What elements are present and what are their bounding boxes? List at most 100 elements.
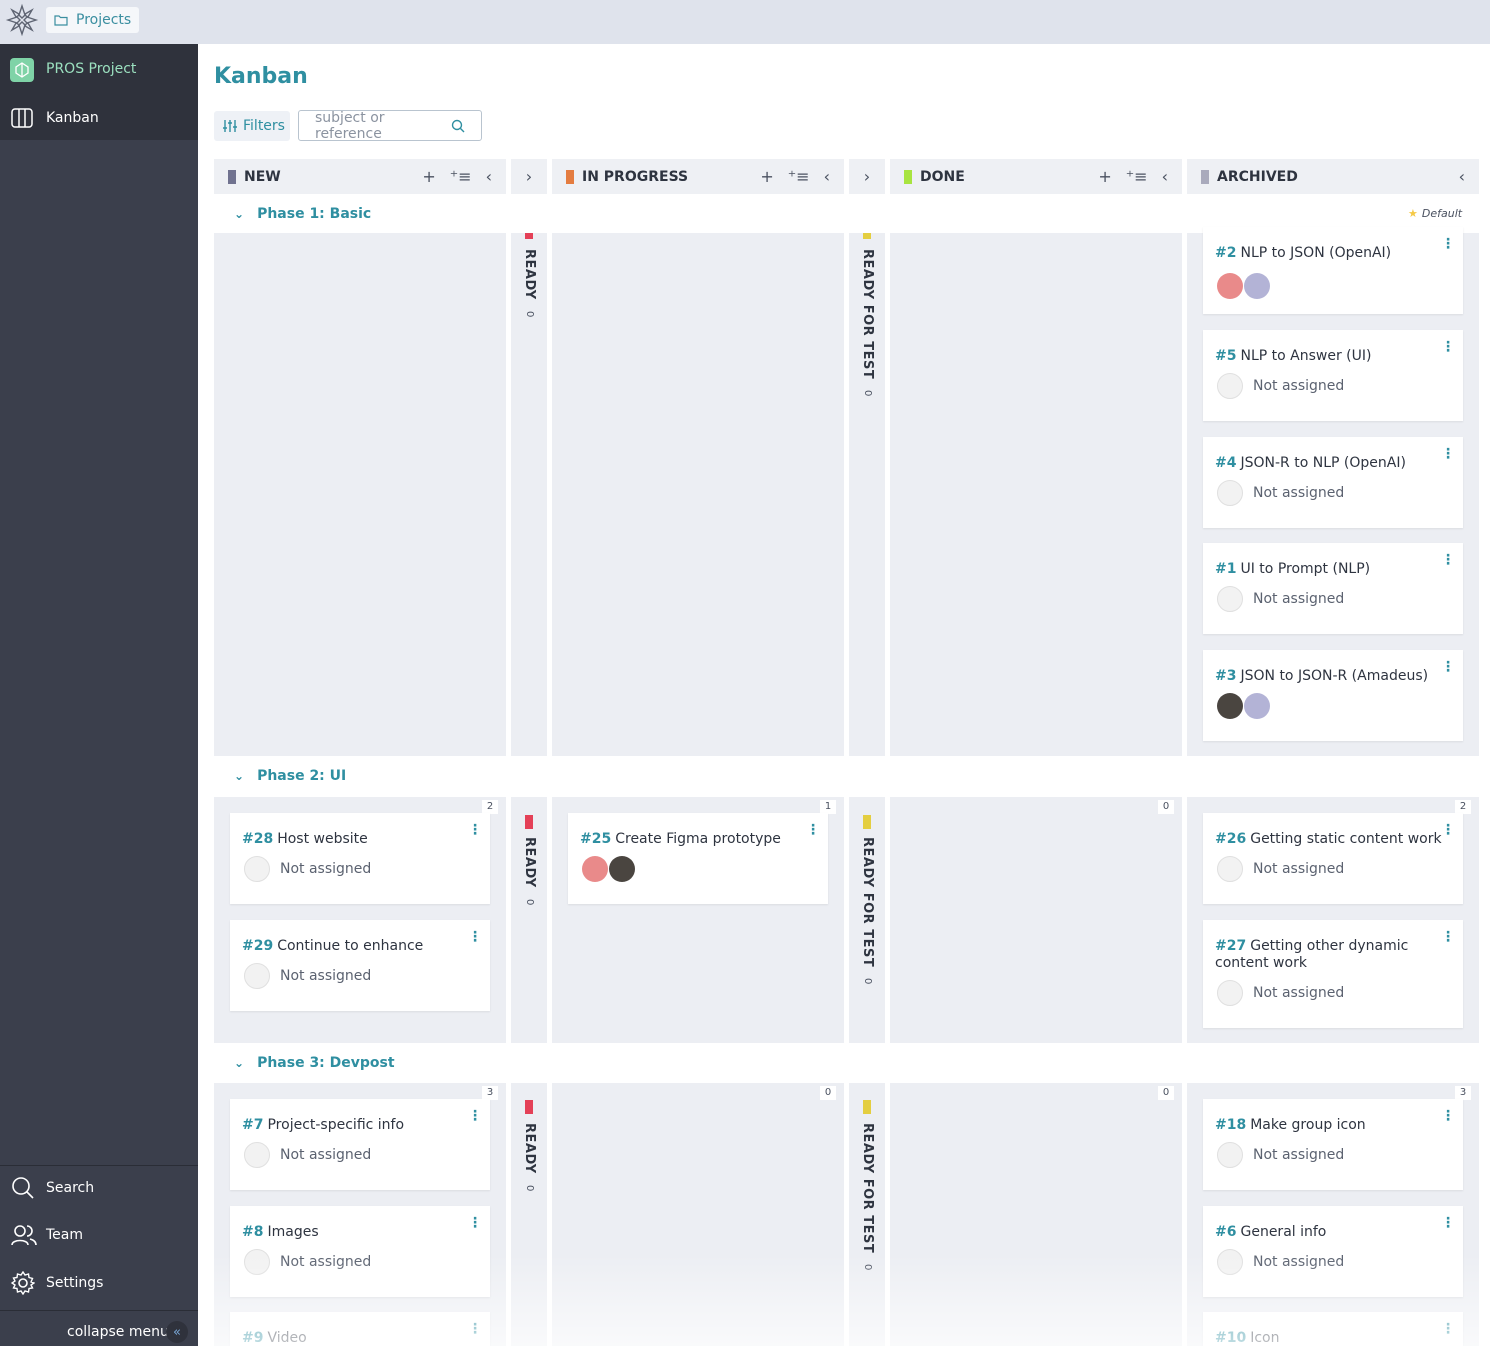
assignee[interactable]: Not assigned	[1217, 1142, 1344, 1168]
task-card[interactable]: #3 JSON to JSON-R (Amadeus) ⋮	[1203, 650, 1463, 741]
task-card[interactable]: #10 Icon ⋮	[1203, 1312, 1463, 1346]
sidebar-item-settings[interactable]: Settings	[0, 1263, 198, 1303]
kebab-menu-icon[interactable]: ⋮	[468, 1215, 482, 1231]
avatar	[1244, 693, 1270, 719]
chevron-down-icon[interactable]: ⌄	[234, 1056, 245, 1070]
card-title: UI to Prompt (NLP)	[1240, 561, 1371, 577]
task-card[interactable]: #27 Getting other dynamic content work ⋮ …	[1203, 920, 1463, 1028]
folded-column-ready[interactable]: READY 0	[511, 1083, 547, 1346]
plus-icon[interactable]: +	[422, 167, 436, 186]
kebab-menu-icon[interactable]: ⋮	[1441, 552, 1455, 568]
double-chevron-left-icon[interactable]: «	[166, 1321, 188, 1343]
kebab-menu-icon[interactable]: ⋮	[1441, 1108, 1455, 1124]
assignee[interactable]: Not assigned	[1217, 586, 1344, 612]
chevron-left-icon[interactable]: ‹	[485, 167, 492, 186]
chevron-left-icon[interactable]: ‹	[823, 167, 830, 186]
sidebar-item-kanban[interactable]: Kanban	[0, 94, 198, 140]
sidebar-project[interactable]: PROS Project	[0, 44, 198, 94]
taiga-logo-icon[interactable]	[5, 3, 39, 37]
folded-column-ready[interactable]: READY 0	[511, 233, 547, 756]
bulk-add-icon[interactable]: ⁺≡	[449, 167, 472, 186]
folded-column-count: 0	[862, 390, 873, 398]
cell-count: 2	[1455, 800, 1471, 814]
chevron-down-icon[interactable]: ⌄	[234, 769, 245, 783]
plus-icon[interactable]: +	[760, 167, 774, 186]
swimlane-title[interactable]: ⌄ Phase 1: Basic	[234, 206, 372, 222]
projects-button[interactable]: Projects	[46, 7, 140, 33]
assignee-avatars[interactable]	[1217, 273, 1271, 299]
sidebar-item-search[interactable]: Search	[0, 1168, 198, 1208]
task-card[interactable]: #1 UI to Prompt (NLP) ⋮ Not assigned	[1203, 543, 1463, 634]
assignee[interactable]: Not assigned	[1217, 373, 1344, 399]
kebab-menu-icon[interactable]: ⋮	[468, 822, 482, 838]
chevron-left-icon[interactable]: ‹	[1161, 167, 1168, 186]
swimlane-title[interactable]: ⌄ Phase 2: UI	[234, 768, 347, 784]
kebab-menu-icon[interactable]: ⋮	[1441, 236, 1455, 252]
assignee-avatars[interactable]	[1217, 693, 1271, 719]
task-card[interactable]: #25 Create Figma prototype ⋮	[568, 813, 828, 904]
assignee[interactable]: Not assigned	[1217, 1249, 1344, 1275]
column-title: IN PROGRESS	[582, 168, 689, 185]
kebab-menu-icon[interactable]: ⋮	[1441, 659, 1455, 675]
card-title: Getting other dynamic content work	[1215, 938, 1409, 971]
task-card[interactable]: #2 NLP to JSON (OpenAI) ⋮	[1203, 227, 1463, 314]
folded-column-ready-for-test[interactable]: READY FOR TEST 0	[849, 1083, 885, 1346]
task-card[interactable]: #7 Project-specific info ⋮ Not assigned	[230, 1099, 490, 1190]
chevron-left-icon[interactable]: ‹	[1458, 167, 1465, 186]
kebab-menu-icon[interactable]: ⋮	[1441, 1321, 1455, 1337]
folded-column-ready[interactable]: READY 0	[511, 797, 547, 1043]
task-card[interactable]: #8 Images ⋮ Not assigned	[230, 1206, 490, 1297]
plus-icon[interactable]: +	[1098, 167, 1112, 186]
task-card[interactable]: #9 Video ⋮	[230, 1312, 490, 1346]
search-icon	[451, 119, 465, 132]
cell-archived: 2 #26 Getting static content work ⋮ Not a…	[1187, 797, 1479, 1043]
folded-column-title: READY FOR TEST	[860, 249, 875, 380]
task-card[interactable]: #4 JSON-R to NLP (OpenAI) ⋮ Not assigned	[1203, 437, 1463, 528]
bulk-add-icon[interactable]: ⁺≡	[787, 167, 810, 186]
card-title: Make group icon	[1250, 1117, 1366, 1133]
card-ref: #25	[580, 831, 612, 847]
swimlane-title[interactable]: ⌄ Phase 3: Devpost	[234, 1055, 395, 1071]
task-card[interactable]: #26 Getting static content work ⋮ Not ass…	[1203, 813, 1463, 904]
bulk-add-icon[interactable]: ⁺≡	[1125, 167, 1148, 186]
card-title: NLP to Answer (UI)	[1240, 348, 1372, 364]
assignee[interactable]: Not assigned	[244, 1142, 371, 1168]
assignee[interactable]: Not assigned	[244, 963, 371, 989]
kebab-menu-icon[interactable]: ⋮	[468, 929, 482, 945]
task-card[interactable]: #28 Host website ⋮ Not assigned	[230, 813, 490, 904]
search-input[interactable]: subject or reference	[298, 110, 482, 142]
collapse-menu[interactable]: collapse menu «	[0, 1310, 198, 1346]
folded-column-ready-for-test[interactable]: READY FOR TEST 0	[849, 233, 885, 756]
folded-column-title: READY	[522, 1123, 537, 1174]
kebab-menu-icon[interactable]: ⋮	[1441, 1215, 1455, 1231]
task-card[interactable]: #29 Continue to enhance ⋮ Not assigned	[230, 920, 490, 1011]
card-ref: #4	[1215, 455, 1237, 471]
filters-button[interactable]: Filters	[214, 111, 290, 141]
chevron-down-icon[interactable]: ⌄	[234, 207, 245, 221]
task-card[interactable]: #5 NLP to Answer (UI) ⋮ Not assigned	[1203, 330, 1463, 421]
sidebar-item-team[interactable]: Team	[0, 1215, 198, 1255]
task-card[interactable]: #18 Make group icon ⋮ Not assigned	[1203, 1099, 1463, 1190]
card-title: General info	[1240, 1224, 1327, 1240]
avatar	[609, 856, 635, 882]
kebab-menu-icon[interactable]: ⋮	[1441, 929, 1455, 945]
assignee[interactable]: Not assigned	[244, 1249, 371, 1275]
unfold-ready-button[interactable]: ›	[511, 159, 547, 194]
card-title: JSON-R to NLP (OpenAI)	[1240, 455, 1406, 471]
task-card[interactable]: #6 General info ⋮ Not assigned	[1203, 1206, 1463, 1297]
kebab-menu-icon[interactable]: ⋮	[806, 822, 820, 838]
assignee[interactable]: Not assigned	[1217, 480, 1344, 506]
unfold-ready-for-test-button[interactable]: ›	[849, 159, 885, 194]
kebab-menu-icon[interactable]: ⋮	[1441, 339, 1455, 355]
assignee[interactable]: Not assigned	[244, 856, 371, 882]
assignee-avatars[interactable]	[582, 856, 636, 882]
kebab-menu-icon[interactable]: ⋮	[1441, 446, 1455, 462]
kebab-menu-icon[interactable]: ⋮	[468, 1108, 482, 1124]
folded-column-ready-for-test[interactable]: READY FOR TEST 0	[849, 797, 885, 1043]
kebab-menu-icon[interactable]: ⋮	[468, 1321, 482, 1337]
avatar	[244, 1249, 270, 1275]
assignee[interactable]: Not assigned	[1217, 980, 1344, 1006]
kebab-menu-icon[interactable]: ⋮	[1441, 822, 1455, 838]
column-color-swatch	[1201, 169, 1209, 184]
assignee[interactable]: Not assigned	[1217, 856, 1344, 882]
